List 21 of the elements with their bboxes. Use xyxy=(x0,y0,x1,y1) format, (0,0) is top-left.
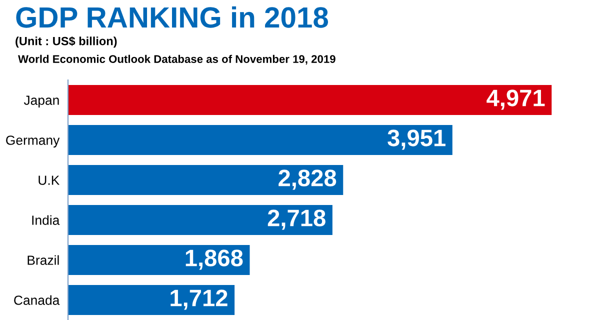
bar xyxy=(68,245,250,275)
bar xyxy=(68,85,552,115)
y-tick-label: India xyxy=(32,215,60,225)
data-label: 3,951 xyxy=(388,130,446,150)
y-tick-label: Brazil xyxy=(28,255,59,265)
chart-title: GDP RANKING in 2018 xyxy=(16,6,328,28)
bar xyxy=(68,165,344,195)
data-label: 2,828 xyxy=(278,170,336,190)
data-label: 1,868 xyxy=(186,250,243,270)
chart-subtitle: (Unit : US$ billion) xyxy=(16,36,117,48)
text: World Economic Outlook Database as of November 19, 2019 xyxy=(18,54,336,65)
bar xyxy=(68,285,235,315)
data-label: 1,712 xyxy=(170,290,228,310)
y-tick-label: Canada xyxy=(14,295,60,305)
y-tick-label: U.K xyxy=(38,176,60,185)
bar xyxy=(68,205,332,235)
data-label: 2,718 xyxy=(268,210,326,230)
y-tick-label: Germany xyxy=(6,136,60,148)
data-label: 4,971 xyxy=(486,90,545,110)
bar xyxy=(68,125,452,155)
y-tick-label: Japan xyxy=(24,96,59,108)
